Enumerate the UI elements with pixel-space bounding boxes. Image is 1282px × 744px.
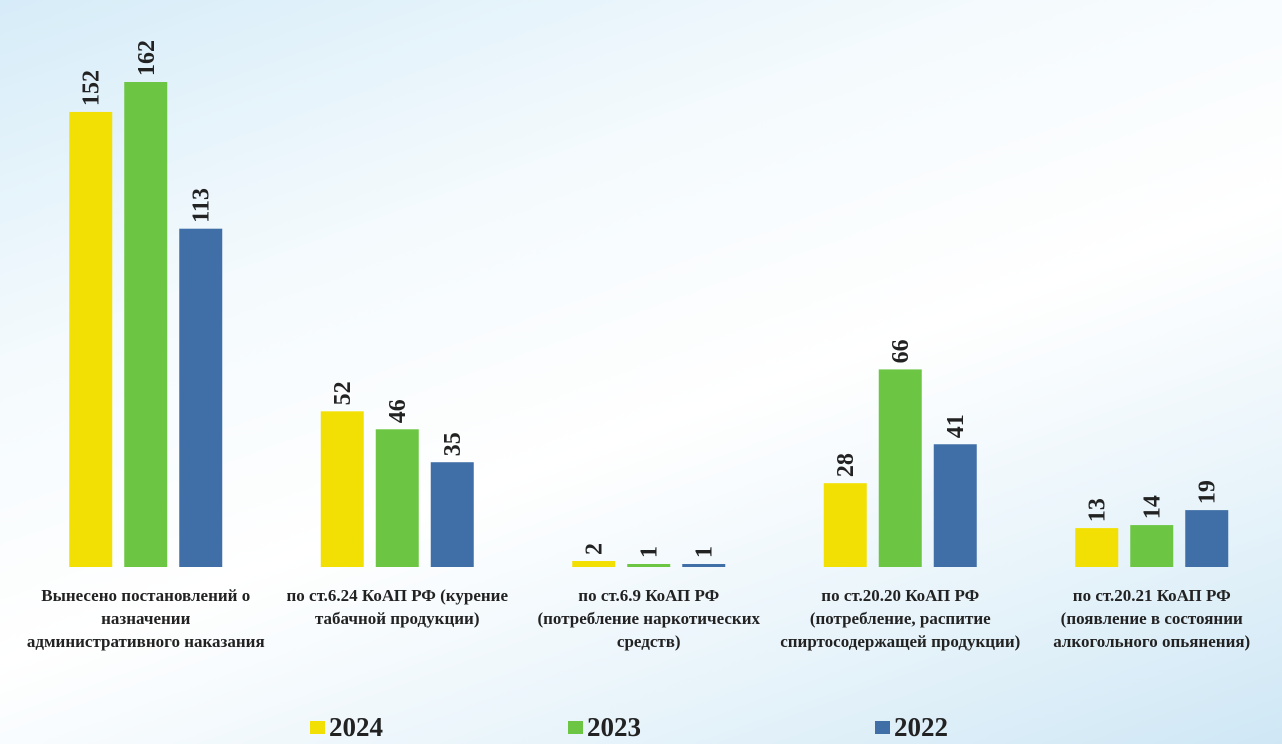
- legend-swatch: [875, 721, 890, 734]
- bar: [375, 429, 419, 567]
- bar: [572, 561, 616, 567]
- value-label: 113: [189, 188, 215, 223]
- legend-label: 2022: [894, 712, 948, 742]
- bar: [878, 369, 922, 567]
- bar: [823, 483, 867, 567]
- legend-item: 2024: [310, 712, 383, 743]
- x-tick-label: по ст.20.21 КоАП РФ (появление в состоян…: [1053, 586, 1251, 651]
- value-label: 14: [1140, 495, 1166, 519]
- value-label: 1: [692, 546, 718, 558]
- value-label: 28: [833, 453, 859, 477]
- value-label: 52: [330, 381, 356, 405]
- value-label: 19: [1195, 480, 1221, 504]
- bar: [1075, 528, 1119, 567]
- value-label: 46: [385, 399, 411, 423]
- legend-item: 2023: [568, 712, 641, 743]
- value-label: 41: [943, 414, 969, 438]
- bar: [179, 228, 223, 568]
- value-label: 13: [1085, 498, 1111, 522]
- value-label: 152: [79, 70, 105, 106]
- value-label: 2: [582, 543, 608, 555]
- bar: [1185, 510, 1229, 567]
- legend-item: 2022: [875, 712, 948, 743]
- bar: [69, 111, 113, 568]
- bar: [430, 462, 474, 567]
- value-label: 162: [134, 40, 160, 76]
- x-tick-label: Вынесено постановлений о назначении адми…: [26, 586, 265, 651]
- bar: [124, 82, 168, 567]
- bar: [682, 564, 726, 567]
- bar: [1130, 525, 1174, 567]
- value-label: 1: [637, 546, 663, 558]
- legend-swatch: [568, 721, 583, 734]
- legend-label: 2024: [329, 712, 383, 742]
- x-tick-label: по ст.6.9 КоАП РФ (потребление наркотиче…: [537, 586, 761, 651]
- legend-swatch: [310, 721, 325, 734]
- x-tick-label: по ст.6.24 КоАП РФ (курение табачной про…: [286, 586, 508, 628]
- value-label: 35: [440, 432, 466, 456]
- value-label: 66: [888, 339, 914, 363]
- legend-label: 2023: [587, 712, 641, 742]
- x-tick-label: по ст.20.20 КоАП РФ (потребление, распит…: [780, 586, 1021, 651]
- bar: [627, 564, 671, 567]
- bar: [320, 411, 364, 567]
- bar: [933, 444, 977, 567]
